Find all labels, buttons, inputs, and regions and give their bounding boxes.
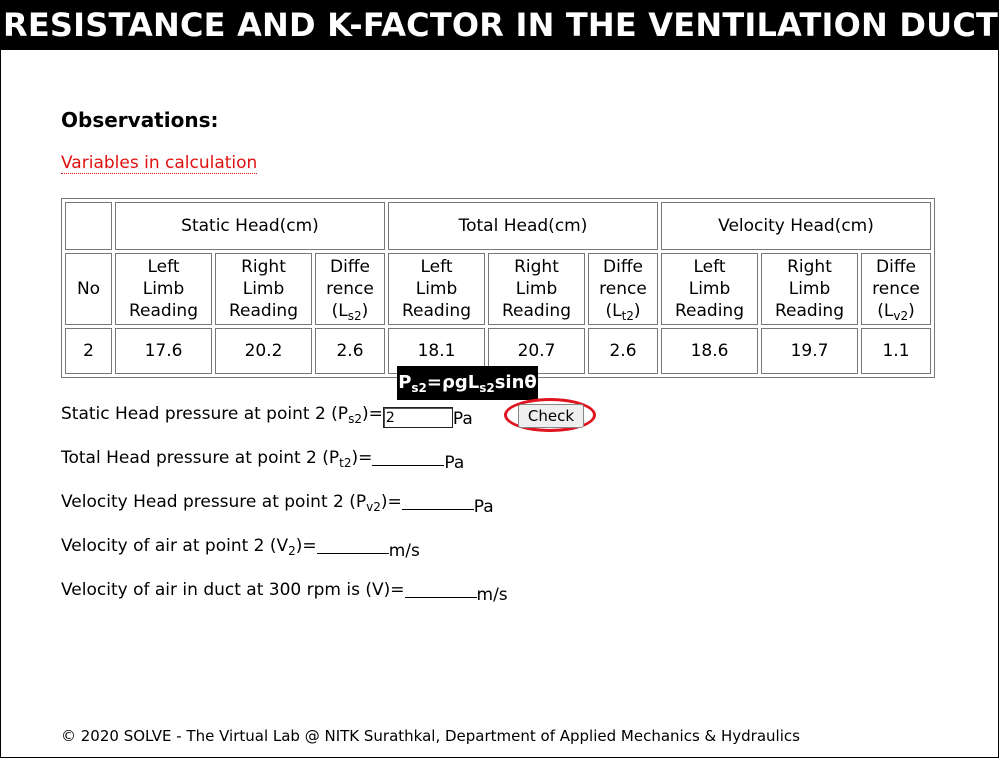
velocity-duct-question: Velocity of air in duct at 300 rpm is (V… [61, 580, 508, 605]
page-title: RESISTANCE AND K-FACTOR IN THE VENTILATI… [3, 6, 999, 44]
title-bar: RESISTANCE AND K-FACTOR IN THE VENTILATI… [0, 0, 999, 50]
static-right-header: Right Limb Reading [215, 253, 312, 325]
observation-table: Static Head(cm) Total Head(cm) Velocity … [61, 198, 935, 378]
static-pressure-unit: Pa [452, 409, 473, 429]
velocity-pressure-question: Velocity Head pressure at point 2 (Pv2)=… [61, 492, 494, 517]
velocity-right-header: Right Limb Reading [761, 253, 858, 325]
velocity-air-question: Velocity of air at point 2 (V2)= m/s [61, 536, 420, 561]
velocity-air-input[interactable] [316, 537, 389, 554]
total-right-header: Right Limb Reading [488, 253, 585, 325]
table-column-header-row: No Left Limb Reading Right Limb Reading Diff… [65, 253, 931, 325]
formula-tooltip: Ps2=ρgLs2sinθ [397, 366, 538, 400]
total-pressure-input[interactable] [372, 449, 445, 466]
velocity-head-header: Velocity Head(cm) [661, 202, 931, 250]
no-header: No [65, 253, 112, 325]
velocity-right-cell: 19.7 [761, 328, 858, 374]
velocity-pressure-input[interactable] [401, 493, 474, 510]
static-left-header: Left Limb Reading [115, 253, 212, 325]
check-button[interactable]: Check [518, 404, 584, 428]
static-right-cell: 20.2 [215, 328, 312, 374]
velocity-left-cell: 18.6 [661, 328, 758, 374]
observations-heading: Observations: [61, 108, 219, 132]
total-diff-header: Diffe rence (Lt2) [588, 253, 658, 325]
total-diff-cell: 2.6 [588, 328, 658, 374]
total-left-header: Left Limb Reading [388, 253, 485, 325]
total-pressure-question: Total Head pressure at point 2 (Pt2)= Pa [61, 448, 465, 473]
velocity-diff-header: Diffe rence (Lv2) [861, 253, 931, 325]
static-pressure-input[interactable]: 2 [382, 407, 453, 428]
static-diff-header: Diffe rence (Ls2) [315, 253, 385, 325]
velocity-diff-cell: 1.1 [861, 328, 931, 374]
velocity-left-header: Left Limb Reading [661, 253, 758, 325]
row-no-cell: 2 [65, 328, 112, 374]
total-head-header: Total Head(cm) [388, 202, 658, 250]
empty-header-cell [65, 202, 112, 250]
table-group-header-row: Static Head(cm) Total Head(cm) Velocity … [65, 202, 931, 250]
table-row: 2 17.6 20.2 2.6 18.1 20.7 2.6 18.6 19.7 … [65, 328, 931, 374]
static-diff-cell: 2.6 [315, 328, 385, 374]
highlight-ring [504, 398, 596, 432]
velocity-duct-input[interactable] [404, 581, 477, 598]
static-head-header: Static Head(cm) [115, 202, 385, 250]
footer-text: © 2020 SOLVE - The Virtual Lab @ NITK Su… [61, 727, 800, 745]
static-left-cell: 17.6 [115, 328, 212, 374]
static-pressure-question: Static Head pressure at point 2 (Ps2)= 2 P… [61, 404, 473, 429]
variables-link[interactable]: Variables in calculation [61, 153, 258, 174]
